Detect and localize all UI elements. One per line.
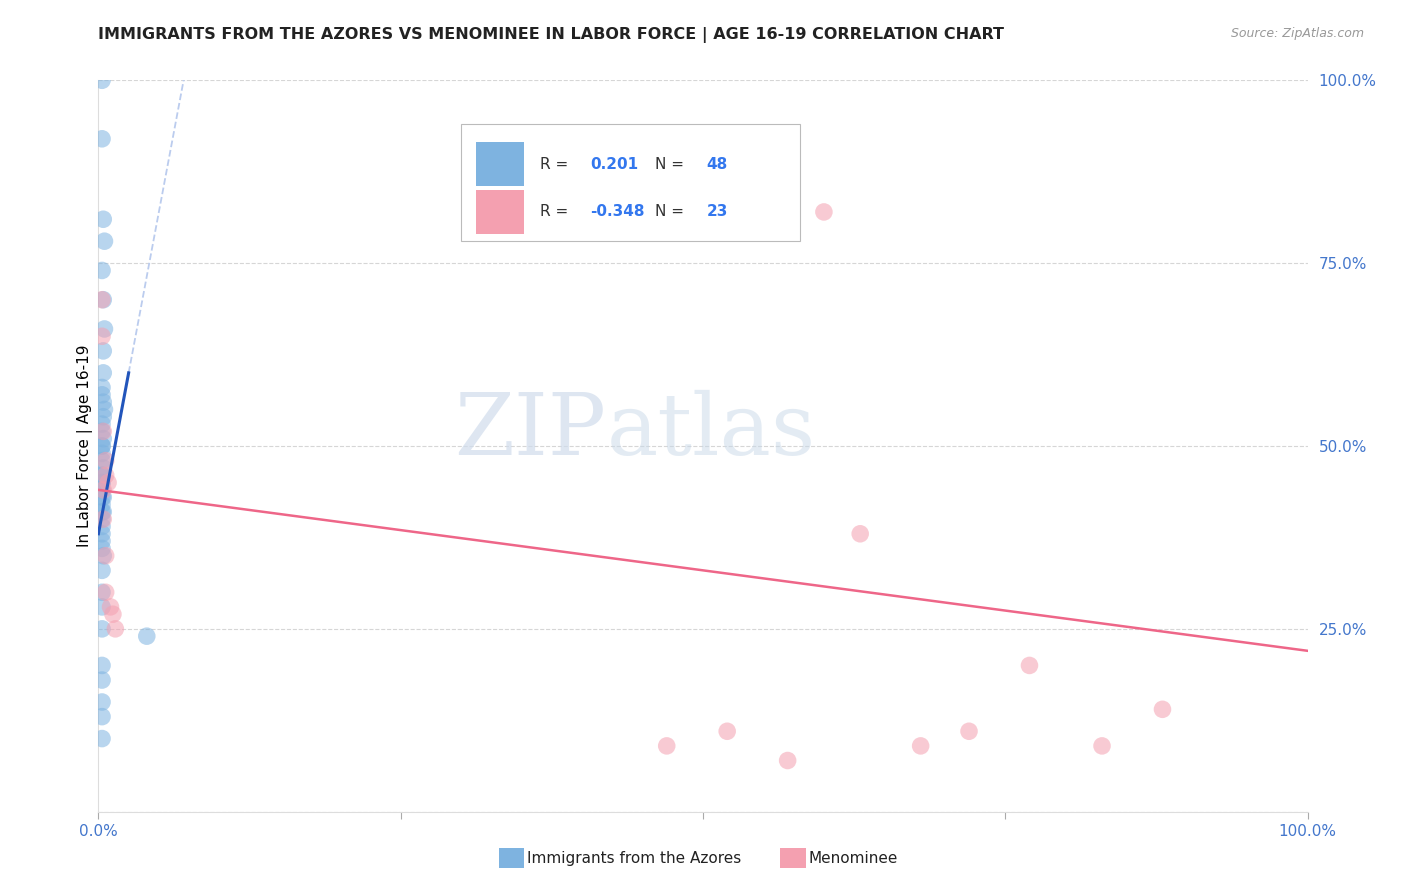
Point — [100, 599, 122, 614]
Point — [91, 432, 114, 446]
Text: Source: ZipAtlas.com: Source: ZipAtlas.com — [1230, 27, 1364, 40]
Point — [776, 754, 799, 768]
Text: atlas: atlas — [606, 390, 815, 473]
Text: N =: N = — [655, 204, 689, 219]
Point — [93, 322, 115, 336]
Point — [91, 512, 114, 526]
Point — [94, 549, 117, 563]
Point — [91, 475, 114, 490]
Point — [91, 475, 114, 490]
Bar — [475, 143, 524, 186]
Point — [91, 498, 114, 512]
Point — [91, 731, 114, 746]
Point — [91, 549, 114, 563]
Point — [91, 505, 114, 519]
Text: R =: R = — [540, 157, 572, 172]
Point — [101, 607, 124, 622]
Point — [91, 425, 114, 439]
Point — [1152, 702, 1174, 716]
Point — [91, 380, 114, 394]
Point — [91, 585, 114, 599]
Point — [91, 439, 114, 453]
Text: Immigrants from the Azores: Immigrants from the Azores — [527, 851, 741, 865]
Point — [1018, 658, 1040, 673]
Point — [91, 446, 114, 460]
Point — [91, 541, 114, 556]
Point — [655, 739, 678, 753]
Point — [94, 468, 117, 483]
Text: 23: 23 — [707, 204, 728, 219]
Point — [91, 512, 114, 526]
Point — [91, 417, 114, 431]
Point — [91, 132, 114, 146]
Point — [91, 366, 114, 380]
Point — [91, 343, 114, 358]
Point — [97, 475, 120, 490]
Point — [91, 483, 114, 497]
Point — [849, 526, 872, 541]
Point — [957, 724, 980, 739]
Point — [91, 534, 114, 549]
Point — [91, 425, 114, 439]
Point — [93, 234, 115, 248]
Text: -0.348: -0.348 — [591, 204, 645, 219]
Point — [94, 585, 117, 599]
Point — [91, 490, 114, 504]
Point — [91, 468, 114, 483]
Point — [91, 388, 114, 402]
Point — [91, 409, 114, 424]
Point — [91, 293, 114, 307]
Point — [91, 709, 114, 723]
Point — [91, 490, 114, 504]
Point — [91, 329, 114, 343]
Point — [91, 563, 114, 577]
Point — [91, 439, 114, 453]
Point — [1091, 739, 1114, 753]
Point — [91, 453, 114, 467]
Text: N =: N = — [655, 157, 689, 172]
Bar — [475, 190, 524, 234]
Point — [104, 622, 127, 636]
Point — [91, 673, 114, 687]
Point — [93, 402, 115, 417]
Point — [91, 519, 114, 533]
Text: Menominee: Menominee — [808, 851, 898, 865]
Point — [91, 483, 114, 497]
Point — [716, 724, 738, 739]
Point — [813, 205, 835, 219]
Point — [91, 599, 114, 614]
Point — [91, 468, 114, 483]
Point — [910, 739, 932, 753]
Text: 48: 48 — [707, 157, 728, 172]
Point — [91, 293, 114, 307]
Point — [91, 212, 114, 227]
Point — [91, 526, 114, 541]
Point — [91, 263, 114, 277]
Point — [91, 73, 114, 87]
Point — [135, 629, 157, 643]
Point — [94, 453, 117, 467]
Text: 0.201: 0.201 — [591, 157, 638, 172]
Point — [91, 658, 114, 673]
Point — [91, 695, 114, 709]
Text: R =: R = — [540, 204, 572, 219]
Y-axis label: In Labor Force | Age 16-19: In Labor Force | Age 16-19 — [76, 344, 93, 548]
Point — [91, 622, 114, 636]
Text: IMMIGRANTS FROM THE AZORES VS MENOMINEE IN LABOR FORCE | AGE 16-19 CORRELATION C: IMMIGRANTS FROM THE AZORES VS MENOMINEE … — [98, 27, 1004, 43]
Point — [91, 461, 114, 475]
Text: ZIP: ZIP — [454, 390, 606, 473]
FancyBboxPatch shape — [461, 124, 800, 241]
Point — [91, 505, 114, 519]
Point — [91, 395, 114, 409]
